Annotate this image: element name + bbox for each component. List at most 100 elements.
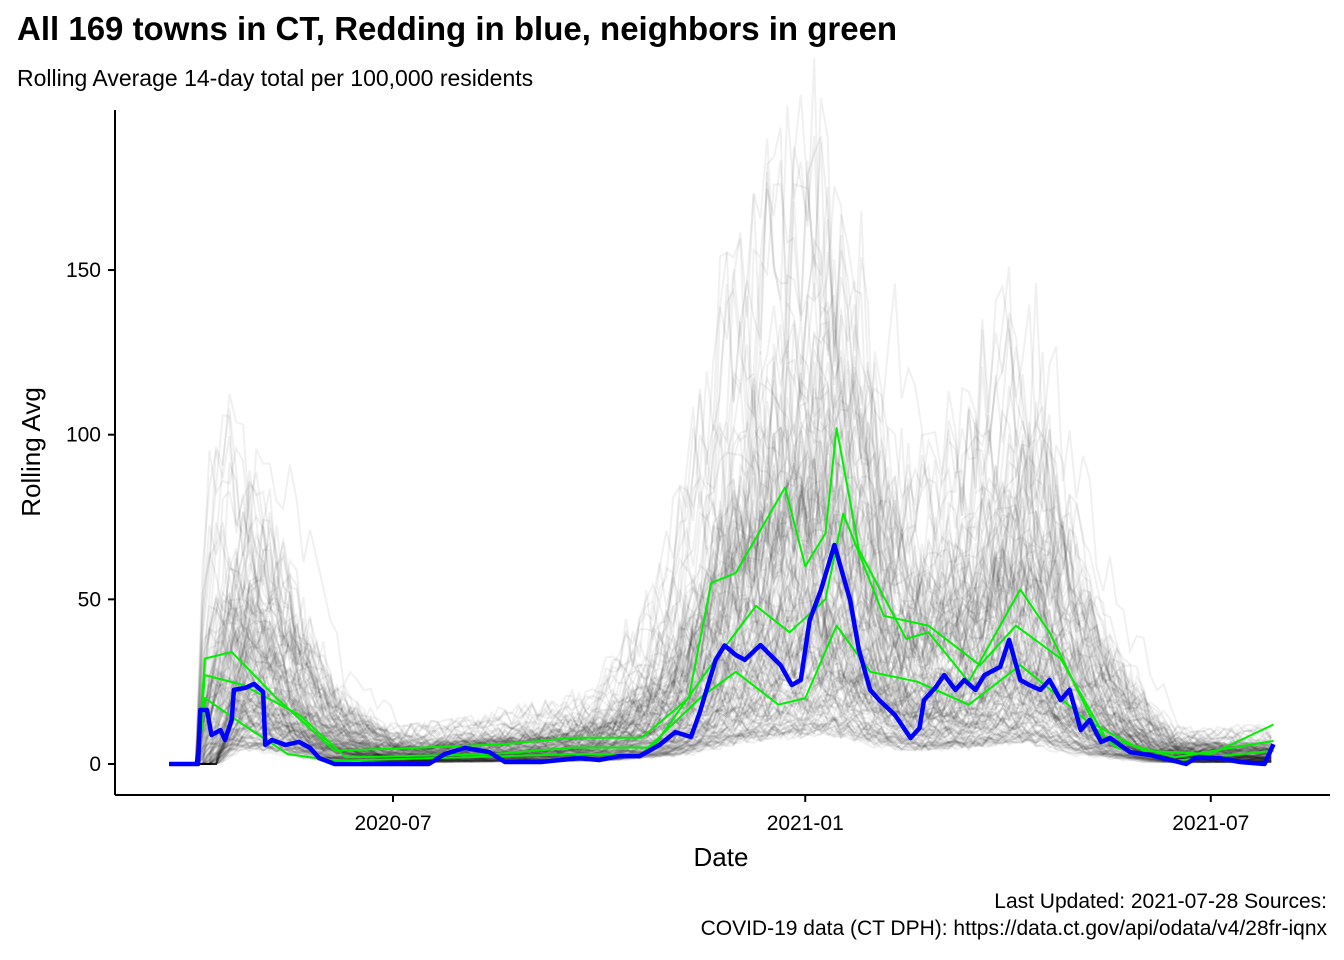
neighbor-line [169,512,1274,765]
other-town-line [169,492,1272,765]
other-town-line [169,480,1272,765]
other-town-line [169,251,1272,765]
other-town-line [169,653,1272,765]
other-town-line [169,127,1272,765]
other-town-line [169,633,1272,765]
other-town-line [169,480,1272,765]
other-town-line [169,646,1272,765]
other-town-line [169,711,1272,765]
other-town-line [169,94,1272,765]
other-town-line [169,328,1273,765]
other-town-line [169,294,1272,765]
y-tick-label: 0 [89,753,101,776]
other-town-line [169,658,1272,765]
other-town-line [169,578,1272,765]
other-town-line [169,669,1272,765]
other-town-line [169,135,1272,765]
other-town-line [169,719,1272,765]
other-town-line [169,460,1272,765]
other-town-line [169,420,1272,765]
y-tick-label: 100 [66,424,101,447]
other-town-line [169,698,1272,765]
neighbor-line [169,427,1274,765]
other-town-line [169,575,1272,765]
other-town-line [169,635,1272,765]
x-axis-label: Date [694,842,749,872]
other-town-line [169,684,1272,765]
other-town-line [169,662,1272,765]
other-town-line [169,311,1273,765]
other-town-line [169,388,1272,765]
other-town-line [169,236,1272,765]
other-town-line [169,687,1272,765]
other-town-line [169,718,1272,765]
other-town-line [169,589,1272,765]
other-town-line [169,715,1272,765]
other-town-line [169,534,1272,765]
other-town-line [169,633,1272,765]
other-town-line [169,441,1272,765]
other-town-line [169,594,1272,765]
x-tick-label: 2021-07 [1172,812,1249,835]
other-town-line [169,182,1272,765]
other-town-line [169,625,1272,765]
other-town-line [169,380,1272,765]
other-town-line [169,452,1272,765]
other-town-line [169,671,1272,765]
other-town-line [169,632,1272,765]
other-town-line [169,470,1272,765]
other-town-line [169,398,1272,765]
other-town-line [169,593,1272,765]
highlight-line [169,542,1276,767]
other-town-line [169,606,1272,765]
other-town-line [169,513,1272,765]
other-town-line [169,694,1272,765]
other-town-line [169,304,1273,765]
other-town-line [169,445,1272,765]
other-town-line [169,480,1272,765]
other-town-line [169,431,1272,765]
other-town-line [169,547,1272,765]
other-town-line [169,534,1272,765]
other-town-line [169,596,1272,765]
other-town-line [169,596,1272,765]
other-town-line [169,685,1272,765]
other-town-line [169,426,1272,765]
other-town-line [169,660,1272,765]
chart-title: All 169 towns in CT, Redding in blue, ne… [17,10,898,47]
other-town-line [169,654,1272,765]
other-town-line [169,688,1272,765]
other-town-line [169,716,1272,765]
other-town-line [169,407,1272,765]
other-town-line [169,625,1272,765]
other-town-line [169,650,1272,765]
other-town-line [169,327,1272,765]
other-town-line [169,361,1272,765]
other-town-line [169,436,1272,765]
y-tick-label: 50 [78,588,101,611]
other-town-line [169,571,1272,765]
other-town-line [169,318,1272,765]
other-town-line [169,479,1272,765]
other-town-line [169,459,1272,765]
other-town-line [169,394,1272,765]
other-town-line [169,537,1272,765]
caption-source: COVID-19 data (CT DPH): https://data.ct.… [700,917,1327,940]
other-town-line [169,502,1272,765]
other-town-line [169,341,1272,765]
other-town-line [169,420,1272,765]
other-town-line [169,379,1272,765]
other-town-line [169,665,1272,765]
other-town-line [169,461,1272,765]
y-axis-label: Rolling Avg [16,387,46,517]
x-tick-label: 2020-07 [354,812,431,835]
other-town-line [169,547,1272,765]
caption-updated: Last Updated: 2021-07-28 Sources: [994,890,1327,913]
other-town-line [169,658,1272,765]
other-town-line [169,459,1272,765]
other-town-line [169,375,1272,765]
other-town-line [169,636,1272,765]
other-town-line [169,58,1273,765]
